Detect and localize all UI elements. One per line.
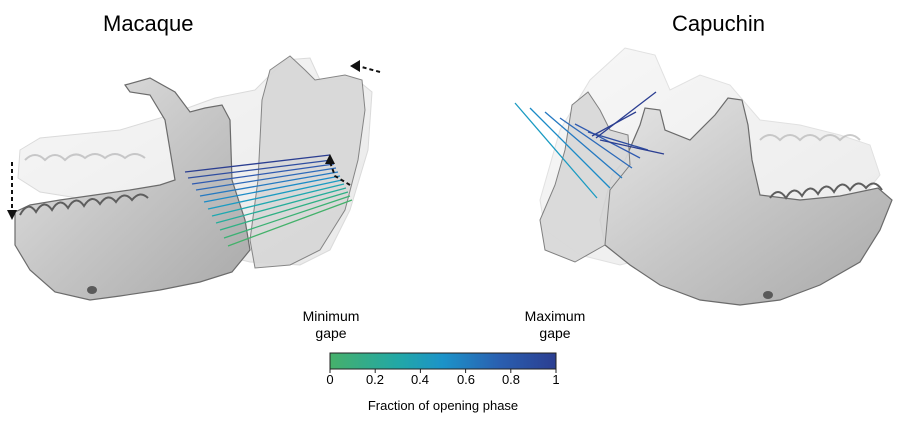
colorbar-gradient — [329, 352, 557, 370]
macaque-title: Macaque — [103, 11, 194, 36]
macaque-teeth — [19, 193, 149, 216]
macaque-jaw-body — [14, 77, 251, 301]
macaque-line — [191, 163, 335, 185]
macaque-coronoid-arrow — [329, 161, 351, 186]
colorbar-tick-label: 0.6 — [456, 372, 476, 387]
macaque-line — [211, 183, 345, 217]
max-label-line2: gape — [539, 325, 571, 341]
colorbar-xlabel: Fraction of opening phase — [367, 398, 519, 413]
capuchin-line — [529, 107, 611, 189]
macaque-line — [184, 154, 331, 173]
colorbar-tick-label: 0 — [326, 372, 334, 387]
colorbar-max-label: Maximum gape — [520, 308, 590, 342]
macaque-line — [227, 199, 353, 247]
macaque-arrowheads — [7, 60, 360, 220]
macaque-line — [207, 179, 343, 210]
macaque-line — [219, 191, 349, 231]
macaque-line — [223, 195, 351, 239]
capuchin-teeth — [769, 182, 883, 200]
capuchin-far-ramus — [539, 91, 631, 263]
macaque-mandible — [14, 55, 373, 301]
macaque-motion-arrows — [11, 65, 381, 212]
macaque-line — [195, 167, 337, 191]
capuchin-line — [591, 111, 637, 137]
capuchin-line — [559, 117, 633, 169]
macaque-condyle-arrow — [357, 65, 381, 73]
capuchin-line — [587, 131, 649, 151]
macaque-ghost-teeth — [24, 153, 146, 162]
capuchin-line — [544, 111, 623, 179]
capuchin-line — [595, 91, 657, 139]
colorbar-tick-label: 1 — [552, 372, 560, 387]
colorbar-tick-label: 0.4 — [410, 372, 430, 387]
macaque-foramen — [87, 286, 97, 294]
macaque-line — [215, 187, 347, 224]
macaque-muscle-lines — [184, 154, 353, 247]
macaque-line — [187, 159, 333, 179]
colorbar-tick-label: 0.8 — [501, 372, 521, 387]
arrowhead — [350, 60, 360, 72]
arrowhead — [325, 154, 335, 164]
min-label-line1: Minimum — [302, 308, 360, 324]
macaque-line — [203, 175, 341, 203]
colorbar-tick-label: 0.2 — [365, 372, 385, 387]
min-label-line2: gape — [315, 325, 347, 341]
capuchin-ghost-teeth — [759, 134, 861, 142]
capuchin-title: Capuchin — [672, 11, 765, 36]
capuchin-muscle-lines — [514, 91, 665, 199]
max-label-line1: Maximum — [524, 308, 586, 324]
colorbar-min-label: Minimum gape — [296, 308, 366, 342]
macaque-far-ramus — [249, 55, 366, 269]
macaque-line — [199, 171, 339, 197]
colorbar — [329, 352, 557, 373]
capuchin-jaw-body — [599, 97, 893, 306]
capuchin-foramen — [763, 291, 773, 299]
capuchin-mandible — [539, 47, 893, 306]
capuchin-line — [514, 102, 598, 199]
colorbar-ticks — [329, 369, 557, 373]
arrowhead — [7, 210, 17, 220]
capuchin-line — [599, 139, 665, 155]
